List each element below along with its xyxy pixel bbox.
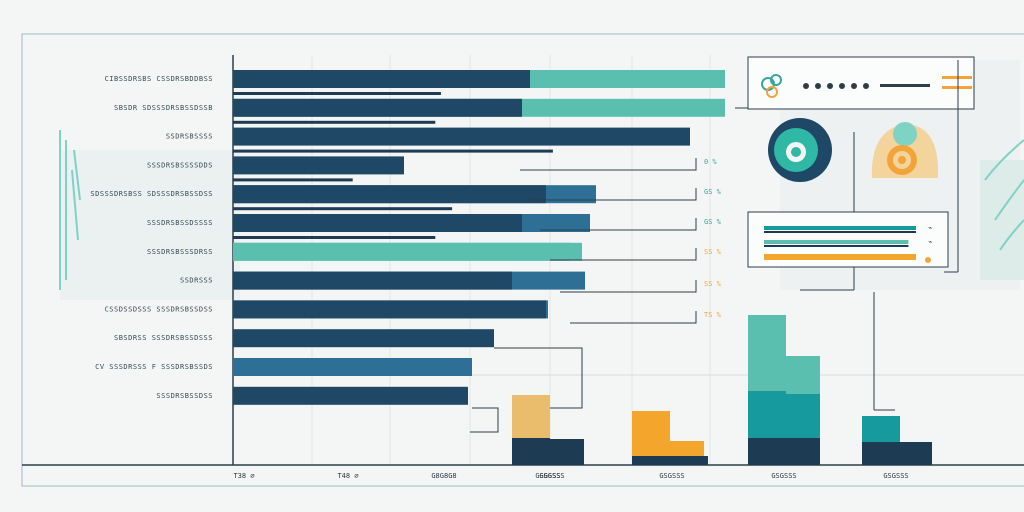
legend-dot [839, 83, 845, 89]
progress-icon-1: ⌁ [928, 224, 932, 232]
hbar-primary [233, 329, 494, 348]
vbar-secondary [862, 442, 932, 465]
value-label: TS % [704, 311, 722, 319]
vbar-secondary [550, 439, 584, 465]
connector-line [470, 407, 499, 433]
vbar-stack [786, 356, 820, 394]
x-tick-label: GSGSSS [535, 472, 560, 480]
progress-bar [764, 226, 916, 230]
legend-dot [851, 83, 857, 89]
legend-dot [803, 83, 809, 89]
vbar-stack [748, 315, 786, 391]
connector-lines [470, 158, 697, 433]
pie-chart-icon [871, 122, 939, 411]
y-tick-label: SDSSSDRSBSS SDSSSDRSBSSDSS [90, 190, 213, 198]
hbar-primary [233, 386, 468, 405]
y-tick-label: SSSDRSBSSDSSSS [147, 219, 213, 227]
value-label: SS % [704, 248, 722, 256]
value-label: 0 % [704, 158, 717, 166]
hbar-primary [233, 358, 472, 376]
x-tick-label: GSGSSS [883, 472, 908, 480]
y-tick-label: CSSDSSDSSS SSSDRSBSSDSS [105, 305, 213, 313]
hbar-underline [233, 120, 436, 124]
value-label: GS % [704, 218, 722, 226]
y-tick-label: SBSDR SDSSSDRSBSSDSSB [114, 104, 213, 112]
hbar-primary [233, 214, 522, 232]
y-tick-label: SSDRSSS [180, 277, 213, 285]
connector-line [520, 158, 697, 171]
hbar-underline [233, 92, 441, 95]
horizontal-bar-series [233, 70, 725, 405]
hbar-primary [233, 271, 512, 290]
hbar-primary [233, 185, 546, 204]
y-tick-label: SBSDRSS SSSDRSBSSDSSS [114, 334, 213, 342]
x-tick-label: GSGSSS [659, 472, 684, 480]
progress-bar-track [764, 245, 909, 247]
x-tick-label: T38 ∅ [233, 472, 254, 480]
hbar-primary [233, 300, 546, 319]
hbar-underline [233, 207, 453, 211]
right-decor-icon [984, 139, 1024, 251]
progress-bar-track [764, 231, 916, 233]
progress-bar [764, 240, 909, 244]
hbar-underline [233, 236, 436, 239]
donut-chart-icon [768, 118, 855, 291]
hbar-underline [233, 149, 553, 153]
hbar-primary [233, 98, 522, 117]
hbar-underline [233, 178, 353, 182]
hbar-primary [233, 242, 570, 261]
x-tick-label: G8G8G8 [431, 472, 456, 480]
hbar-primary [233, 127, 690, 146]
y-tick-labels: CIBSSDRSBS CSSDRSBDDBSS SBSDR SDSSSDRSBSS… [90, 75, 213, 400]
legend-line [880, 84, 930, 87]
legend-dot [863, 83, 869, 89]
x-tick-label: GSGSSS [771, 472, 796, 480]
vbar-primary [862, 416, 900, 442]
value-label: SS % [704, 280, 722, 288]
frame [21, 33, 1024, 487]
left-decor-icon [59, 130, 81, 290]
y-tick-label: SSSDRSBSSDSS [156, 392, 213, 400]
legend-dot [815, 83, 821, 89]
vertical-bar-series [512, 315, 932, 465]
vbar-stack [512, 438, 550, 465]
progress-bar [764, 254, 916, 260]
y-tick-label: CIBSSDRSBS CSSDRSBDDBSS [105, 75, 213, 83]
legend-dots [803, 83, 930, 89]
progress-bars [764, 226, 916, 260]
connector-line [494, 347, 583, 409]
x-tick-label: T48 ∅ [337, 472, 358, 480]
legend-card [735, 56, 975, 273]
vbar-stack [632, 456, 708, 465]
value-label: GS % [704, 188, 722, 196]
connector-line [550, 248, 697, 261]
vbar-stack [786, 394, 820, 438]
hbar-primary [233, 70, 530, 88]
value-labels: 0 % GS % GS % SS % SS % TS % [704, 158, 722, 319]
connector-line [540, 218, 697, 231]
y-tick-label: CV SSSDRSSS F SSSDRSBSSDS [95, 363, 213, 371]
legend-dot [827, 83, 833, 89]
progress-card: ⌁ ⌁ [747, 211, 949, 268]
connector-line [570, 311, 697, 324]
flower-icon [761, 74, 782, 98]
y-tick-label: SSSDRSBSSSDRSS [147, 248, 213, 256]
hbar-primary [233, 156, 404, 175]
vbar-stack [748, 438, 820, 465]
connector-line [530, 188, 697, 201]
y-tick-label: SSDRSBSSSS [166, 133, 213, 141]
y-tick-label: SSSDRSBSSSSDDS [147, 161, 213, 169]
connector-line [560, 280, 697, 293]
progress-dot-icon [925, 257, 931, 263]
x-tick-label: GSGSSS [539, 472, 564, 480]
progress-icon-2: ⌁ [928, 238, 932, 246]
